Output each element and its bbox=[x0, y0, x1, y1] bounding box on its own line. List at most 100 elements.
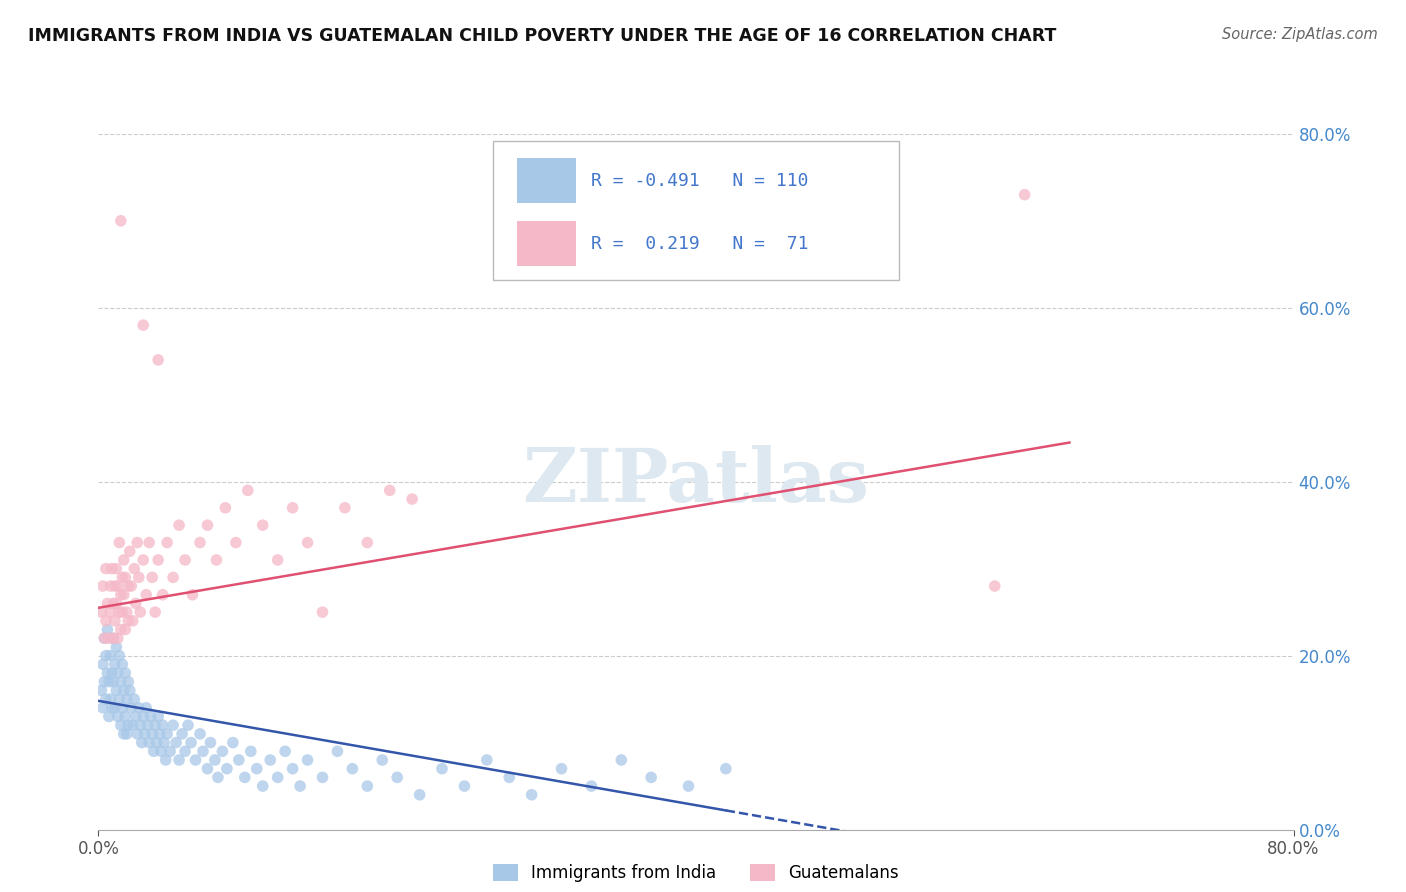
Point bbox=[159, 744, 181, 758]
Point bbox=[222, 735, 245, 749]
Point bbox=[125, 709, 148, 723]
Point bbox=[174, 744, 197, 758]
Point bbox=[274, 744, 297, 758]
FancyBboxPatch shape bbox=[517, 158, 576, 203]
Point bbox=[311, 605, 333, 619]
Point bbox=[134, 727, 156, 741]
Point bbox=[156, 727, 179, 741]
Point bbox=[215, 762, 238, 776]
Point bbox=[143, 605, 166, 619]
FancyBboxPatch shape bbox=[517, 220, 576, 266]
Text: Source: ZipAtlas.com: Source: ZipAtlas.com bbox=[1222, 27, 1378, 42]
Point bbox=[156, 535, 179, 549]
Point bbox=[105, 683, 128, 698]
Point bbox=[108, 692, 131, 706]
Point bbox=[103, 674, 125, 689]
Point bbox=[333, 500, 356, 515]
Point bbox=[96, 665, 118, 680]
Point bbox=[135, 701, 157, 715]
Point bbox=[110, 623, 132, 637]
Point bbox=[162, 718, 184, 732]
Point bbox=[114, 570, 136, 584]
Point bbox=[94, 648, 117, 663]
Point bbox=[288, 779, 311, 793]
Point bbox=[104, 701, 127, 715]
Point bbox=[110, 213, 132, 227]
Text: ZIPatlas: ZIPatlas bbox=[523, 445, 869, 518]
Point bbox=[200, 735, 222, 749]
Point bbox=[112, 588, 135, 602]
Point bbox=[100, 648, 122, 663]
Point bbox=[112, 683, 135, 698]
Point bbox=[107, 665, 129, 680]
Point bbox=[117, 674, 139, 689]
Point bbox=[94, 692, 117, 706]
Point bbox=[259, 753, 281, 767]
Point bbox=[342, 762, 364, 776]
Point bbox=[610, 753, 633, 767]
Point bbox=[93, 674, 115, 689]
Point bbox=[498, 770, 520, 785]
Point bbox=[96, 623, 118, 637]
Point bbox=[127, 535, 149, 549]
Text: R =  0.219   N =  71: R = 0.219 N = 71 bbox=[591, 235, 808, 252]
Point bbox=[297, 535, 319, 549]
Text: R = -0.491   N = 110: R = -0.491 N = 110 bbox=[591, 172, 808, 190]
Point bbox=[100, 605, 122, 619]
Point bbox=[104, 579, 127, 593]
Point bbox=[152, 588, 174, 602]
Point bbox=[453, 779, 475, 793]
Point bbox=[131, 735, 153, 749]
Point bbox=[104, 614, 127, 628]
Point bbox=[252, 779, 274, 793]
Point bbox=[197, 762, 219, 776]
Point bbox=[100, 692, 122, 706]
Point bbox=[191, 744, 214, 758]
Point bbox=[114, 665, 136, 680]
Point bbox=[103, 596, 125, 610]
Point bbox=[225, 535, 247, 549]
Point bbox=[167, 753, 190, 767]
Point bbox=[148, 709, 170, 723]
Point bbox=[105, 640, 128, 654]
Point bbox=[110, 718, 132, 732]
Point bbox=[93, 632, 115, 646]
Point bbox=[127, 727, 149, 741]
Point bbox=[121, 718, 143, 732]
Point bbox=[167, 518, 190, 533]
Point bbox=[204, 753, 226, 767]
Point bbox=[214, 500, 236, 515]
Point bbox=[103, 632, 125, 646]
Point bbox=[128, 701, 150, 715]
Point bbox=[117, 718, 139, 732]
Point bbox=[101, 701, 124, 715]
Point bbox=[475, 753, 498, 767]
Point bbox=[117, 614, 139, 628]
Point bbox=[108, 648, 131, 663]
Point bbox=[142, 744, 165, 758]
Point bbox=[111, 605, 134, 619]
Point bbox=[129, 605, 152, 619]
Point bbox=[103, 632, 125, 646]
Point bbox=[430, 762, 453, 776]
Point bbox=[228, 753, 250, 767]
Point bbox=[356, 535, 378, 549]
FancyBboxPatch shape bbox=[494, 141, 900, 280]
Point bbox=[281, 762, 304, 776]
Point bbox=[233, 770, 256, 785]
Point bbox=[152, 718, 174, 732]
Point bbox=[120, 579, 142, 593]
Point bbox=[180, 735, 202, 749]
Point bbox=[94, 562, 117, 576]
Point bbox=[141, 727, 163, 741]
Legend: Immigrants from India, Guatemalans: Immigrants from India, Guatemalans bbox=[485, 856, 907, 891]
Point bbox=[714, 762, 737, 776]
Point bbox=[110, 674, 132, 689]
Point bbox=[1014, 187, 1036, 202]
Point bbox=[205, 553, 228, 567]
Point bbox=[93, 632, 115, 646]
Point bbox=[115, 605, 138, 619]
Point bbox=[174, 553, 197, 567]
Point bbox=[132, 318, 155, 333]
Point bbox=[91, 701, 114, 715]
